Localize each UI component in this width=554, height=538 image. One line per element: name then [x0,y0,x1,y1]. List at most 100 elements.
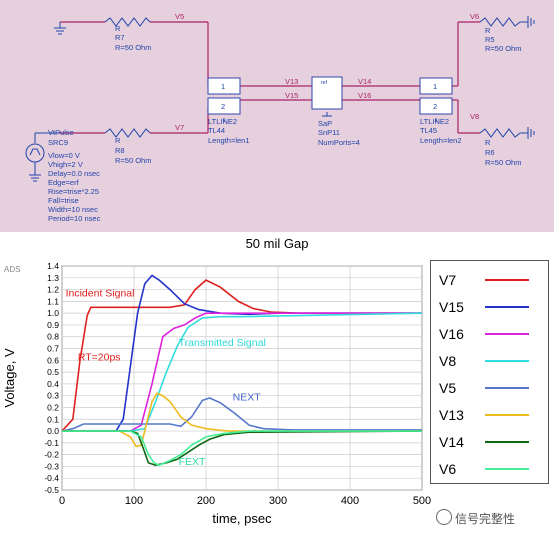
sp-id: SnP11 [318,128,340,137]
y-tick-label: 1.1 [47,296,59,306]
source-param: Delay=0.0 nsec [48,169,100,178]
legend-swatch [485,468,529,470]
legend-label: V16 [439,326,464,342]
tl44-port1-box [207,77,241,95]
node-v6: V6 [470,12,479,21]
figure-caption: 50 mil Gap [245,236,309,251]
legend-label: V13 [439,407,464,423]
series-line-v13 [62,392,422,448]
sp-ref: ref [321,80,327,86]
tl44-id: TL44 [208,126,225,135]
y-tick-label: 0.1 [47,414,59,424]
series-line-v5 [61,397,422,432]
y-tick-label: 1.0 [47,308,59,318]
tl45-id: TL45 [420,126,437,135]
tl45-type: LTLINE2 [420,117,449,126]
node-v13: V13 [285,77,298,86]
node-v15: V15 [285,91,298,100]
node-v16: V16 [358,91,371,100]
source-id: SRC9 [48,138,68,147]
chart-annotation: NEXT [233,391,262,403]
legend-entry: V5 [431,377,548,399]
legend-entry: V6 [431,458,548,480]
tl45-port2-label: 2 [433,102,437,111]
tl44-port1-label: 1 [221,82,225,91]
y-tick-label: 0.9 [47,320,59,330]
chart-annotation: Incident Signal [66,288,135,300]
y-tick-label: -0.3 [44,461,59,471]
r6-id: R6 [485,148,495,157]
series-line-v6 [62,430,422,467]
legend-entry: V7 [431,269,548,291]
tl45-port2-box [419,97,453,115]
legend-entry: V8 [431,350,548,372]
node-v14: V14 [358,77,371,86]
y-tick-label: 0.0 [47,426,59,436]
waveform-chart: 0 100 200 300 400 500 1.4 1.3 1.2 1.1 1.0 0.9 0.8 0.7… [0,258,554,538]
watermark-icon [436,509,452,525]
tl44-param: Length=len1 [208,136,250,145]
legend-label: V8 [439,353,457,369]
source-param: Vlow=0 V [48,151,80,160]
source-param: Rise=trise*2.25 [48,187,99,196]
source-param: Width=10 nsec [48,205,98,214]
legend-entry: V16 [431,323,548,345]
tl44-port2-box [207,97,241,115]
x-tick-label: 500 [413,495,431,507]
y-tick-label: -0.5 [44,485,59,495]
node-v5: V5 [175,12,184,21]
snp-block [311,76,343,110]
r8-value: R=50 Ohm [115,156,151,165]
chart-annotation: FEXT [179,456,206,468]
source-param: Fall=trise [48,196,79,205]
legend-swatch [485,333,529,335]
r8-id: R8 [115,146,125,155]
series-line-v8 [62,312,423,432]
r5-id: R5 [485,35,495,44]
schematic-drawing: R R7 R=50 Ohm R R8 R=50 Ohm R R5 R=50 Oh… [25,12,535,223]
series-line-v16 [62,312,422,432]
y-tick-label: 1.2 [47,285,59,295]
legend-swatch [485,441,529,443]
series-line-v7 [61,279,422,432]
y-tick-label: 0.3 [47,391,59,401]
chart-svg: 0 100 200 300 400 500 1.4 1.3 1.21.1 1.0 0.9 0.8 0.7… [2,261,431,526]
y-axis-label: Voltage, V [2,348,17,408]
x-axis-label: time, psec [212,511,272,526]
legend-label: V7 [439,272,457,288]
tl45-param: Length=len2 [420,136,462,145]
y-tick-label: 1.3 [47,273,59,283]
corner-label: ADS [4,265,20,274]
x-tick-label: 400 [341,495,359,507]
legend-entry: V14 [431,431,548,453]
source-param: Edge=erf [48,178,80,187]
sp-type: SaP [318,119,332,128]
y-tick-label: 0.5 [47,367,59,377]
r7-value: R=50 Ohm [115,43,151,52]
legend-swatch [485,414,529,416]
tl45-port1-box [419,77,453,95]
x-tick-label: 300 [269,495,287,507]
chart-annotation: RT=20ps [78,351,121,363]
x-tick-label: 100 [125,495,143,507]
source-param: Vhigh=2 V [48,160,83,169]
y-tick-label: 1.4 [47,261,59,271]
node-v7: V7 [175,123,184,132]
x-tick-label: 0 [59,495,65,507]
r7-id: R7 [115,33,125,42]
source-param: Period=10 nsec [48,214,101,223]
legend-label: V14 [439,434,464,450]
legend-label: V5 [439,380,457,396]
tl45-port1-label: 1 [433,82,437,91]
y-tick-label: 0.7 [47,344,59,354]
legend-swatch [485,387,529,389]
chart-legend: V7 V15 V16 V8 V5 V13 V14 V6 [430,260,549,484]
y-tick-label: 0.8 [47,332,59,342]
y-tick-label: 0.2 [47,402,59,412]
r7-type: R [115,24,121,33]
legend-label: V6 [439,461,457,477]
y-tick-label: -0.2 [44,450,59,460]
chart-annotation: Transmitted Signal [179,337,266,349]
legend-swatch [485,306,529,308]
legend-entry: V13 [431,404,548,426]
